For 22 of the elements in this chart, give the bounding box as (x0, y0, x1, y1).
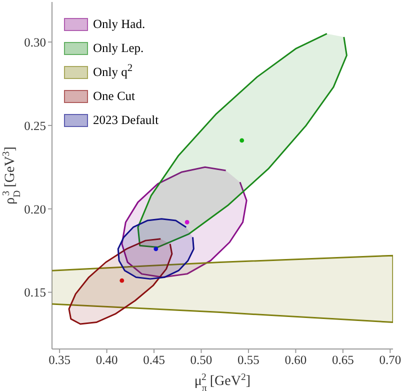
x-tick-label: 0.65 (332, 352, 354, 367)
point (240, 138, 244, 143)
legend-label: Only Had. (93, 16, 146, 32)
x-tick-label: 0.40 (96, 352, 118, 367)
x-tick-label: 0.45 (143, 352, 165, 367)
point (120, 278, 124, 283)
x-axis-title: μ$_{π}$$^{2}$ [GeV$^{2}$] (194, 372, 251, 391)
legend-label: 2023 Default (93, 112, 159, 128)
y-tick-label: 0.15 (24, 286, 46, 300)
y-tick-label: 0.25 (24, 118, 46, 133)
x-tick-label: 0.70 (379, 352, 402, 367)
x-tick-label: 0.35 (48, 352, 70, 367)
legend-label: Only q$^{2}$ (93, 63, 133, 81)
y-tick-label: 0.20 (24, 202, 46, 216)
legend-label: Only Lep. (93, 40, 144, 56)
x-tick-label: 0.60 (284, 352, 307, 367)
x-tick-label: 0.50 (190, 352, 212, 367)
x-tick-label: 0.55 (238, 352, 260, 367)
y-tick-label: 0.30 (24, 35, 46, 50)
point (154, 246, 158, 252)
legend-label: One Cut (93, 88, 136, 104)
point (184, 220, 190, 224)
